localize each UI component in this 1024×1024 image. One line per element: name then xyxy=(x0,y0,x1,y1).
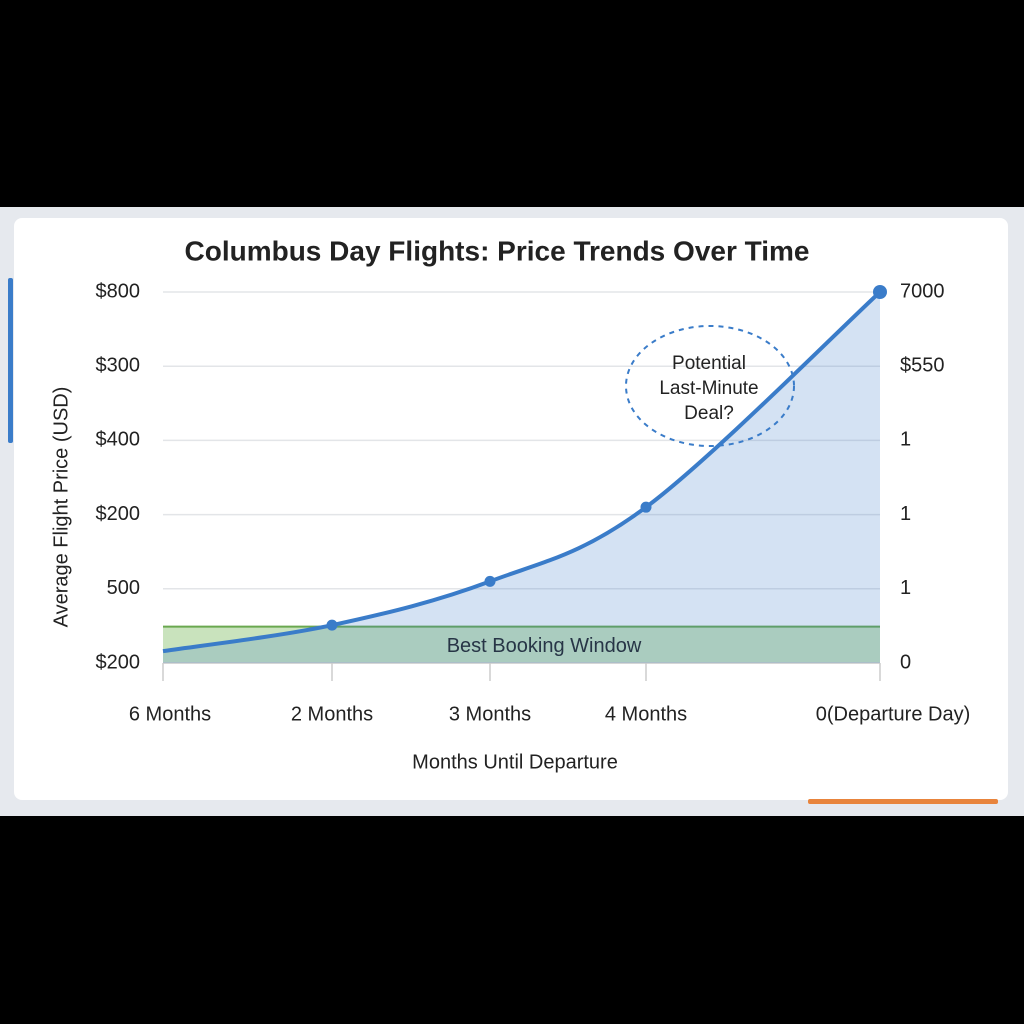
marker xyxy=(640,501,652,513)
x-tick-label: 3 Months xyxy=(449,703,531,725)
annotation-text: Deal? xyxy=(684,403,734,424)
x-tick-label: 6 Months xyxy=(129,703,211,725)
marker xyxy=(326,619,338,631)
area xyxy=(163,292,880,663)
y-tick-label: $400 xyxy=(96,429,141,451)
x-axis-label: Months Until Departure xyxy=(412,751,618,773)
y-tick-label: $800 xyxy=(96,280,141,302)
x-tick-label: 4 Months xyxy=(605,703,687,725)
y2-tick-label: 1 xyxy=(900,503,911,525)
y-axis-label: Average Flight Price (USD) xyxy=(50,387,72,628)
y-tick-label: $200 xyxy=(96,651,141,673)
marker xyxy=(873,285,887,299)
x-tick-label: 2 Months xyxy=(291,703,373,725)
booking-band-label: Best Booking Window xyxy=(447,635,642,657)
x-tick-label: 0(Departure Day) xyxy=(816,703,971,725)
y2-tick-label: 1 xyxy=(900,429,911,451)
bottom-accent xyxy=(808,799,998,804)
chart-title: Columbus Day Flights: Price Trends Over … xyxy=(185,235,810,266)
y-tick-label: $300 xyxy=(96,354,141,376)
annotation-text: Potential xyxy=(672,353,746,374)
y2-tick-label: 7000 xyxy=(900,280,945,302)
y2-tick-label: 0 xyxy=(900,651,911,673)
y2-tick-label: 1 xyxy=(900,577,911,599)
side-accent xyxy=(8,278,13,443)
marker xyxy=(484,575,496,587)
annotation-text: Last-Minute xyxy=(659,378,758,399)
annotation-ellipse xyxy=(625,325,795,447)
y2-tick-label: $550 xyxy=(900,354,945,376)
y-tick-label: 500 xyxy=(107,577,140,599)
line xyxy=(162,290,882,654)
y-tick-label: $200 xyxy=(96,503,141,525)
